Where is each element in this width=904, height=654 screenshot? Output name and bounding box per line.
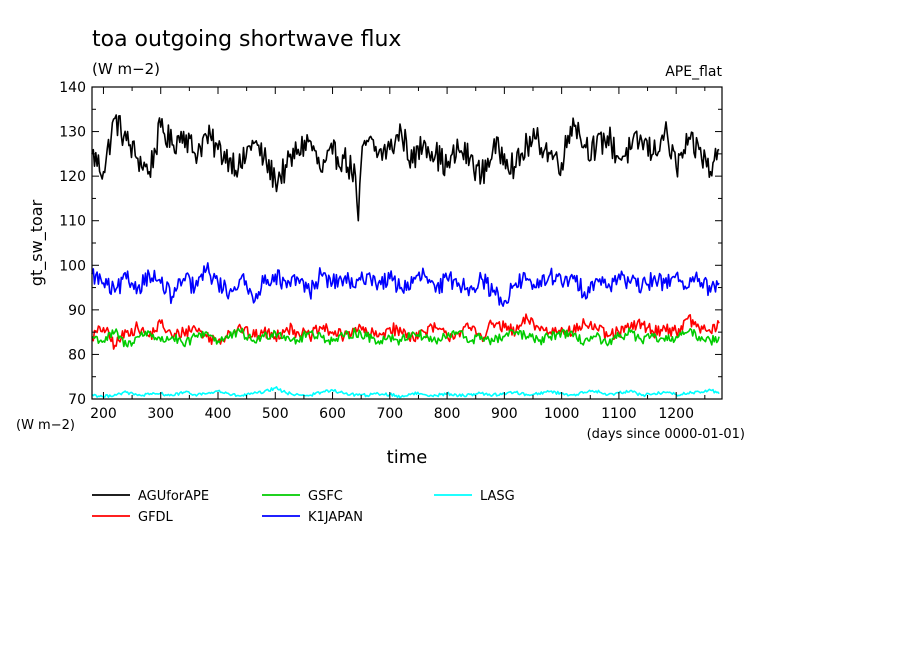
tick-layer: 200 300 400 500 600 700 800 900 1000 1100 1200 70 80… — [59, 80, 722, 422]
x-tick-label: 800 — [434, 406, 461, 422]
legend-label-gsfc: GSFC — [308, 489, 343, 504]
y-axis-label: gt_sw_toar — [27, 199, 47, 286]
y-axis-unit: (W m−2) — [16, 418, 75, 433]
legend: AGUforAPE GFDL GSFC K1JAPAN LASG — [92, 489, 515, 525]
y-tick-label: 90 — [68, 303, 86, 319]
x-tick-label: 200 — [90, 406, 117, 422]
x-tick-label: 1000 — [544, 406, 580, 422]
y-tick-label: 110 — [59, 214, 86, 230]
y-tick-label: 100 — [59, 258, 86, 274]
x-axis-label: time — [387, 447, 428, 468]
series-line-lasg — [91, 386, 720, 399]
y-tick-label: 80 — [68, 347, 86, 363]
x-tick-label: 1200 — [658, 406, 694, 422]
legend-label-gfdl: GFDL — [138, 510, 174, 525]
dataset-tag: APE_flat — [665, 64, 722, 80]
x-tick-label: 400 — [205, 406, 232, 422]
x-axis-unit: (days since 0000-01-01) — [587, 427, 745, 442]
legend-label-k1japan: K1JAPAN — [308, 510, 363, 525]
y-tick-label: 120 — [59, 169, 86, 185]
legend-label-lasg: LASG — [480, 489, 515, 504]
chart-title: toa outgoing shortwave flux — [92, 27, 401, 52]
series-line-aguforape — [91, 114, 720, 222]
x-tick-label: 700 — [376, 406, 403, 422]
legend-label-aguforape: AGUforAPE — [138, 489, 209, 504]
y-tick-label: 130 — [59, 125, 86, 141]
chart-subtitle: (W m−2) — [92, 60, 160, 78]
x-tick-label: 600 — [319, 406, 346, 422]
y-tick-label: 70 — [68, 392, 86, 408]
x-tick-label: 900 — [491, 406, 518, 422]
x-tick-label: 500 — [262, 406, 289, 422]
series-line-gsfc — [91, 327, 720, 348]
y-tick-label: 140 — [59, 80, 86, 96]
series-layer — [91, 114, 720, 399]
series-line-k1japan — [91, 262, 720, 307]
x-tick-label: 300 — [147, 406, 174, 422]
x-tick-label: 1100 — [601, 406, 637, 422]
